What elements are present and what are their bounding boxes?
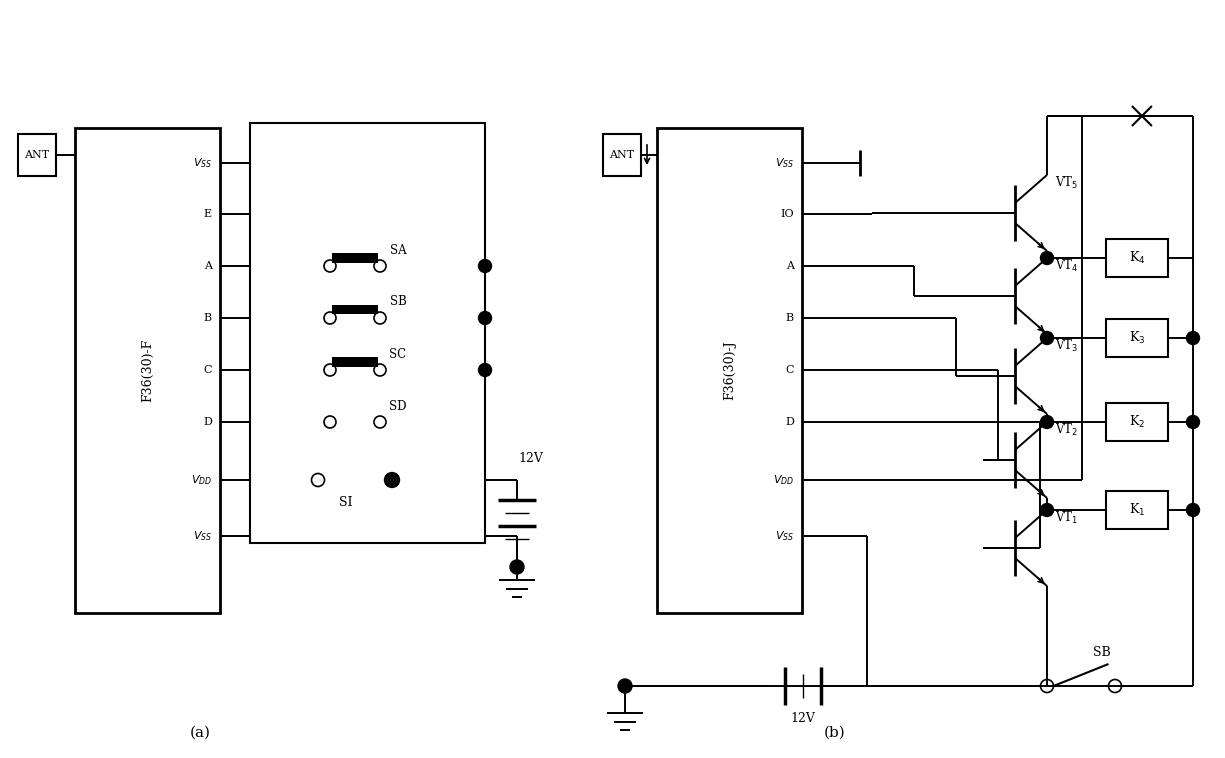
Circle shape [1040, 503, 1053, 516]
Circle shape [510, 560, 524, 574]
Text: VT$_2$: VT$_2$ [1055, 422, 1078, 438]
Circle shape [1040, 331, 1053, 344]
Text: IO: IO [780, 209, 794, 219]
Text: C: C [785, 365, 794, 375]
Bar [603, 134, 641, 176]
Text: K$_1$: K$_1$ [1129, 502, 1145, 518]
Text: SD: SD [390, 399, 407, 412]
Text: A: A [205, 261, 212, 271]
Text: $V_{SS}$: $V_{SS}$ [774, 156, 794, 170]
Text: B: B [786, 313, 794, 323]
Text: 12V: 12V [790, 713, 816, 725]
Bar [18, 134, 56, 176]
Text: K$_3$: K$_3$ [1128, 330, 1145, 346]
Bar [250, 123, 485, 543]
Bar [1106, 239, 1167, 277]
Bar [75, 128, 220, 613]
Text: $V_{SS}$: $V_{SS}$ [192, 529, 212, 543]
Text: D: D [785, 417, 794, 427]
Text: (a): (a) [190, 726, 211, 740]
Bar [332, 252, 379, 262]
Text: K$_4$: K$_4$ [1128, 250, 1145, 266]
Text: F36(30)-F: F36(30)-F [141, 339, 154, 402]
Circle shape [1040, 415, 1053, 428]
Circle shape [617, 679, 632, 693]
Circle shape [1187, 415, 1199, 428]
Circle shape [479, 259, 491, 272]
Text: K$_2$: K$_2$ [1129, 414, 1145, 430]
Circle shape [479, 312, 491, 324]
Text: $V_{DD}$: $V_{DD}$ [191, 473, 212, 487]
Bar [1106, 319, 1167, 357]
Text: D: D [203, 417, 212, 427]
Bar [1106, 403, 1167, 441]
Text: VT$_5$: VT$_5$ [1055, 175, 1078, 191]
Circle shape [1187, 331, 1199, 344]
Text: SA: SA [390, 243, 407, 256]
Text: SI: SI [339, 496, 353, 509]
Text: (b): (b) [824, 726, 846, 740]
Circle shape [479, 364, 491, 377]
Text: VT$_1$: VT$_1$ [1055, 510, 1078, 526]
Bar [1106, 491, 1167, 529]
Text: ANT: ANT [24, 150, 49, 160]
Bar [332, 356, 379, 367]
Text: $V_{SS}$: $V_{SS}$ [192, 156, 212, 170]
Bar [657, 128, 802, 613]
Text: B: B [203, 313, 212, 323]
Circle shape [1040, 252, 1053, 265]
Circle shape [385, 472, 399, 487]
Text: VT$_4$: VT$_4$ [1055, 258, 1078, 274]
Text: ANT: ANT [609, 150, 635, 160]
Text: SC: SC [390, 347, 407, 361]
Text: SB: SB [1093, 647, 1111, 659]
Bar [332, 305, 379, 315]
Text: C: C [203, 365, 212, 375]
Text: E: E [203, 209, 212, 219]
Text: $V_{DD}$: $V_{DD}$ [773, 473, 794, 487]
Text: VT$_3$: VT$_3$ [1055, 338, 1078, 354]
Text: A: A [786, 261, 794, 271]
Text: F36(30)-J: F36(30)-J [723, 340, 736, 400]
Text: SB: SB [390, 296, 407, 309]
Text: 12V: 12V [518, 452, 543, 465]
Text: $V_{SS}$: $V_{SS}$ [774, 529, 794, 543]
Circle shape [1187, 503, 1199, 516]
